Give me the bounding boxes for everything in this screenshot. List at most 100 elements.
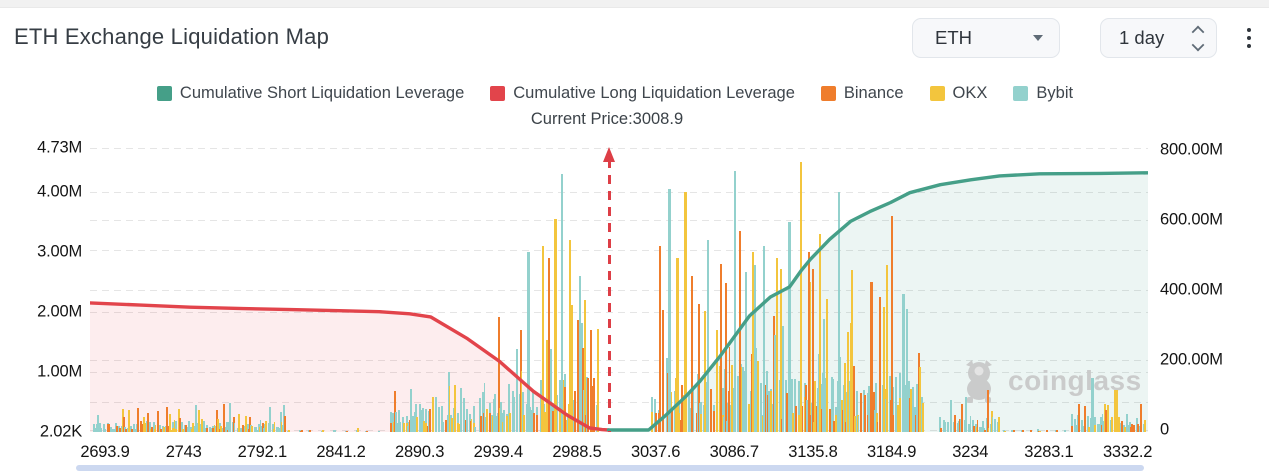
long-leverage-line: [90, 301, 611, 432]
interval-stepper[interactable]: 1 day: [1100, 18, 1217, 58]
liquidation-bar-bybit: [1081, 419, 1084, 432]
liquidation-bar-bybit: [205, 424, 208, 432]
liquidation-bar-bybit: [905, 309, 908, 432]
liquidation-bar-bybit: [790, 378, 793, 432]
liquidation-bar-binance: [301, 429, 303, 432]
liquidation-bar-okx: [178, 409, 181, 432]
legend-item-1[interactable]: Cumulative Short Liquidation Leverage: [156, 84, 464, 103]
legend-swatch: [1013, 86, 1029, 101]
liquidation-bar-okx: [473, 422, 476, 432]
liquidation-bar-okx: [1039, 431, 1041, 432]
liquidation-bar-okx: [1123, 427, 1126, 432]
legend-item-2[interactable]: Cumulative Long Liquidation Leverage: [490, 84, 795, 103]
liquidation-bar-binance: [585, 415, 587, 432]
liquidation-bar-okx: [804, 397, 807, 432]
long-leverage-area: [90, 302, 609, 432]
legend-swatch: [820, 86, 836, 101]
liquidation-bar-okx: [886, 264, 888, 432]
kebab-menu-icon[interactable]: [1243, 22, 1255, 54]
liquidation-bar-okx: [287, 429, 290, 432]
liquidation-bar-binance: [667, 372, 669, 432]
liquidation-bar-bybit: [512, 396, 515, 432]
liquidation-bar-binance: [165, 406, 168, 432]
legend-item-5[interactable]: Bybit: [1013, 84, 1073, 103]
x-axis-tick: 3283.1: [1024, 443, 1074, 461]
liquidation-bar-okx: [1094, 425, 1097, 432]
chevron-down-icon[interactable]: [1191, 38, 1205, 51]
liquidation-bar-bybit: [159, 425, 162, 432]
liquidation-bar-bybit: [532, 390, 535, 432]
liquidation-bar-okx: [975, 427, 978, 432]
liquidation-bar-binance: [179, 418, 181, 432]
liquidation-bar-okx: [458, 423, 461, 432]
liquidation-bar-bybit: [1091, 378, 1094, 432]
liquidation-bar-bybit: [1093, 417, 1096, 432]
liquidation-bar-binance: [724, 282, 727, 432]
liquidation-bar-binance: [939, 427, 942, 432]
liquidation-bar-bybit: [982, 427, 985, 432]
liquidation-bar-binance: [815, 405, 818, 432]
liquidation-bar-binance: [1013, 429, 1015, 432]
watermark-text: coinglass: [1008, 365, 1142, 396]
liquidation-bar-bybit: [110, 428, 113, 432]
liquidation-bar-okx: [153, 429, 156, 432]
liquidation-bar-bybit: [174, 421, 177, 432]
liquidation-bar-okx: [546, 339, 549, 432]
liquidation-bar-okx: [450, 417, 453, 432]
legend-item-3[interactable]: Binance: [820, 84, 904, 103]
liquidation-bar-binance: [464, 419, 467, 432]
chart-plot-area[interactable]: coinglass: [90, 147, 1148, 432]
liquidation-bar-bybit: [968, 426, 971, 432]
liquidation-bar-binance: [497, 316, 500, 432]
liquidation-bar-okx: [220, 426, 222, 432]
liquidation-bar-binance: [232, 417, 235, 432]
liquidation-bar-okx: [1143, 420, 1146, 432]
liquidation-bar-bybit: [438, 423, 441, 432]
liquidation-bar-binance: [727, 390, 730, 432]
liquidation-bar-bybit: [1037, 429, 1040, 432]
liquidation-bar-bybit: [943, 419, 945, 432]
liquidation-bar-okx: [175, 429, 178, 432]
liquidation-bar-binance: [118, 428, 121, 432]
stepper-chevrons[interactable]: [1191, 25, 1205, 51]
liquidation-bar-bybit: [203, 428, 206, 432]
chart-zoom-scrollbar[interactable]: [76, 465, 1144, 471]
liquidation-bar-okx: [200, 418, 203, 432]
liquidation-bar-binance: [1084, 406, 1086, 432]
liquidation-bar-binance: [159, 428, 162, 432]
liquidation-bar-okx: [506, 416, 509, 432]
liquidation-bar-bybit: [895, 415, 898, 432]
legend-item-4[interactable]: OKX: [929, 84, 987, 103]
liquidation-bar-bybit: [857, 416, 860, 432]
liquidation-bar-bybit: [692, 386, 694, 432]
x-axis-tick: 2693.9: [80, 443, 130, 461]
liquidation-bar-bybit: [516, 349, 519, 432]
liquidation-bar-binance: [976, 420, 979, 432]
liquidation-bar-binance: [582, 347, 584, 432]
coinglass-logo-icon: [966, 360, 992, 403]
symbol-select[interactable]: ETH: [912, 18, 1060, 58]
liquidation-bar-bybit: [964, 396, 967, 432]
liquidation-bar-binance: [841, 410, 844, 432]
liquidation-bar-bybit: [103, 429, 106, 432]
liquidation-bar-bybit: [398, 410, 401, 432]
liquidation-bar-okx: [356, 428, 359, 432]
liquidation-bar-bybit: [768, 391, 770, 432]
liquidation-bar-okx: [470, 419, 473, 432]
liquidation-bar-okx: [491, 416, 494, 432]
liquidation-bar-binance: [986, 390, 989, 432]
liquidation-bar-binance: [1030, 430, 1033, 432]
gridline: [90, 192, 1148, 193]
liquidation-bar-bybit: [991, 417, 994, 432]
liquidation-bar-okx: [921, 403, 924, 432]
liquidation-bar-binance: [212, 427, 215, 432]
chevron-up-icon[interactable]: [1191, 25, 1205, 38]
left-y-tick: 3.00M: [37, 242, 82, 261]
liquidation-bar-okx: [899, 397, 902, 432]
x-axis-tick: 3086.7: [709, 443, 759, 461]
liquidation-bar-okx: [597, 329, 599, 432]
liquidation-bar-okx: [730, 365, 733, 432]
liquidation-bar-okx: [568, 240, 572, 432]
liquidation-bar-bybit: [782, 325, 785, 432]
liquidation-bar-binance: [713, 411, 716, 432]
